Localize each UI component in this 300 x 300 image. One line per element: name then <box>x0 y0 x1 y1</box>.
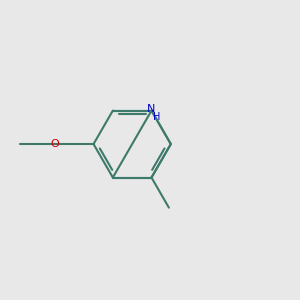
Text: H: H <box>153 112 160 122</box>
Text: O: O <box>50 139 59 149</box>
Text: N: N <box>147 104 156 114</box>
